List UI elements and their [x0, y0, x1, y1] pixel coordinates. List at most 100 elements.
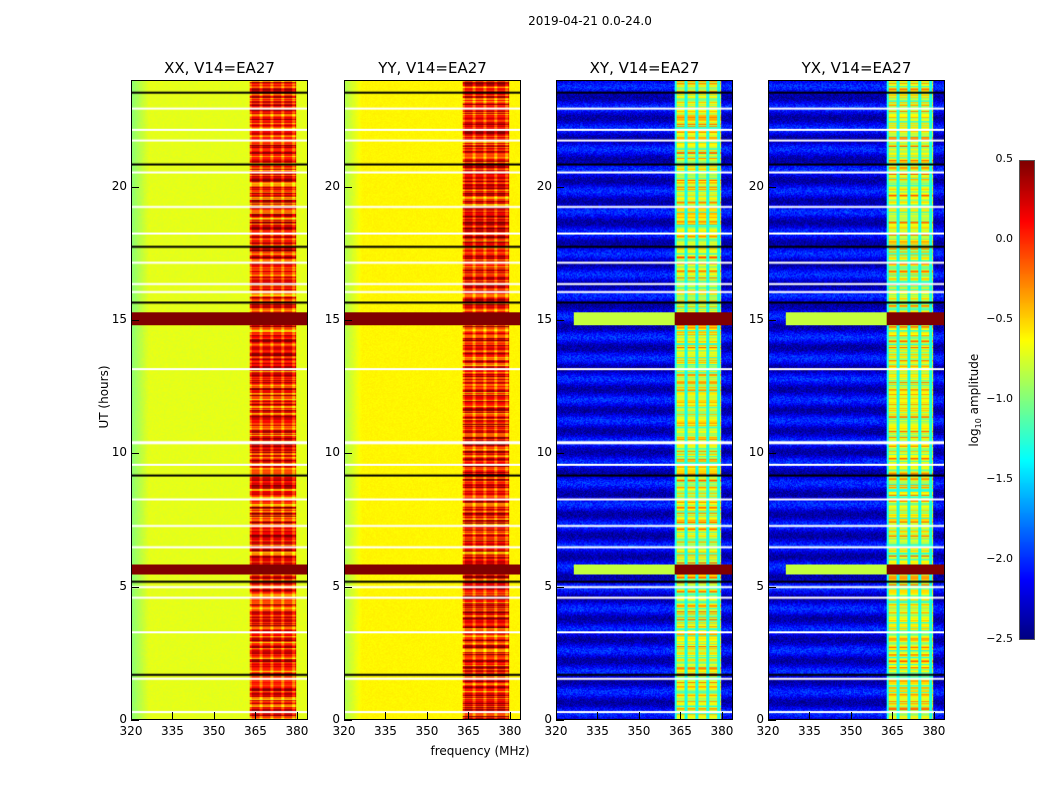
y-tick-label: 10	[536, 445, 552, 460]
x-tick-mark	[296, 712, 298, 720]
y-axis-label: UT (hours)	[97, 365, 111, 429]
x-tick-label: 320	[332, 724, 356, 738]
y-tick-label: 20	[324, 178, 340, 193]
y-tick-mark	[768, 586, 776, 588]
y-tick-label: 15	[536, 312, 552, 326]
colorbar-tick-label: −2.5	[986, 632, 1013, 645]
colorbar	[1019, 160, 1035, 640]
x-tick-mark	[213, 712, 215, 720]
y-tick-label: 15	[111, 312, 127, 326]
y-tick-label: 20	[111, 178, 127, 193]
heatmap-image	[345, 81, 520, 719]
x-tick-label: 335	[161, 724, 184, 738]
x-tick-mark	[768, 712, 769, 720]
heatmap-image	[557, 81, 732, 719]
x-tick-mark	[721, 712, 723, 720]
panel-title: YX, V14=EA27	[801, 59, 912, 77]
heatmap-panel-1	[344, 80, 521, 720]
x-tick-mark	[597, 712, 599, 720]
y-tick-mark	[768, 320, 776, 321]
y-tick-mark	[344, 320, 352, 321]
x-tick-label: 335	[586, 724, 609, 738]
x-tick-mark	[933, 712, 935, 720]
y-tick-label: 15	[324, 312, 340, 326]
y-tick-mark	[556, 186, 564, 188]
panel-title: YY, V14=EA27	[378, 59, 487, 77]
x-tick-label: 350	[627, 724, 651, 738]
colorbar-tick-label: −1.0	[986, 392, 1013, 405]
x-tick-mark	[344, 712, 345, 720]
y-tick-mark	[556, 320, 564, 321]
y-tick-label: 0	[756, 712, 764, 726]
y-tick-mark	[131, 720, 139, 721]
x-tick-label: 380	[498, 724, 522, 738]
x-tick-label: 335	[798, 724, 821, 738]
x-tick-label: 365	[881, 724, 904, 738]
colorbar-tick-label: −0.5	[986, 312, 1013, 325]
y-tick-mark	[556, 586, 564, 588]
x-tick-mark	[892, 712, 894, 720]
x-tick-label: 335	[374, 724, 397, 738]
y-tick-mark	[344, 453, 352, 455]
x-tick-label: 380	[922, 724, 946, 738]
panel-title: XY, V14=EA27	[589, 59, 700, 77]
y-tick-label: 5	[544, 578, 552, 593]
x-tick-label: 365	[457, 724, 480, 738]
y-tick-label: 10	[111, 445, 127, 460]
colorbar-tick-label: 0.5	[995, 152, 1014, 165]
y-tick-mark	[344, 586, 352, 588]
x-tick-mark	[638, 712, 640, 720]
x-tick-label: 350	[202, 724, 226, 738]
x-tick-mark	[131, 712, 132, 720]
y-tick-mark	[131, 320, 139, 321]
colorbar-label: log10 amplitude	[966, 353, 984, 447]
heatmap-panel-3	[768, 80, 945, 720]
y-tick-mark	[344, 186, 352, 188]
y-tick-label: 10	[748, 445, 764, 460]
y-tick-mark	[131, 586, 139, 588]
x-tick-mark	[680, 712, 682, 720]
y-tick-mark	[556, 453, 564, 455]
y-tick-mark	[768, 186, 776, 188]
x-tick-mark	[426, 712, 428, 720]
y-tick-label: 5	[119, 578, 127, 593]
y-tick-mark	[768, 453, 776, 455]
x-tick-label: 365	[244, 724, 267, 738]
y-tick-label: 15	[748, 312, 764, 326]
y-tick-label: 20	[748, 178, 764, 193]
x-tick-label: 320	[756, 724, 780, 738]
y-tick-label: 5	[332, 578, 340, 593]
x-tick-mark	[509, 712, 511, 720]
x-tick-mark	[809, 712, 811, 720]
figure-title: 2019-04-21 0.0-24.0	[528, 14, 652, 28]
heatmap-image	[769, 81, 944, 719]
x-tick-label: 380	[285, 724, 309, 738]
x-tick-mark	[385, 712, 387, 720]
y-tick-label: 10	[324, 445, 340, 460]
x-axis-label: frequency (MHz)	[430, 744, 530, 758]
y-tick-label: 0	[544, 712, 552, 726]
y-tick-label: 5	[756, 578, 764, 593]
panel-title: XX, V14=EA27	[164, 59, 275, 77]
heatmap-image	[132, 81, 307, 719]
colorbar-tick-label: −2.0	[986, 552, 1013, 565]
y-tick-mark	[768, 720, 776, 721]
heatmap-panel-2	[556, 80, 733, 720]
x-tick-mark	[172, 712, 174, 720]
x-tick-mark	[556, 712, 557, 720]
x-tick-label: 365	[669, 724, 692, 738]
y-tick-mark	[556, 720, 564, 721]
x-tick-label: 350	[839, 724, 863, 738]
x-tick-label: 320	[544, 724, 568, 738]
x-tick-label: 350	[415, 724, 439, 738]
colorbar-tick-label: 0.0	[995, 232, 1014, 245]
y-tick-label: 20	[536, 178, 552, 193]
x-tick-mark	[468, 712, 470, 720]
x-tick-label: 380	[710, 724, 734, 738]
x-tick-mark	[255, 712, 257, 720]
y-tick-mark	[131, 453, 139, 455]
heatmap-panel-0	[131, 80, 308, 720]
y-tick-label: 0	[119, 712, 127, 726]
x-tick-label: 320	[119, 724, 143, 738]
